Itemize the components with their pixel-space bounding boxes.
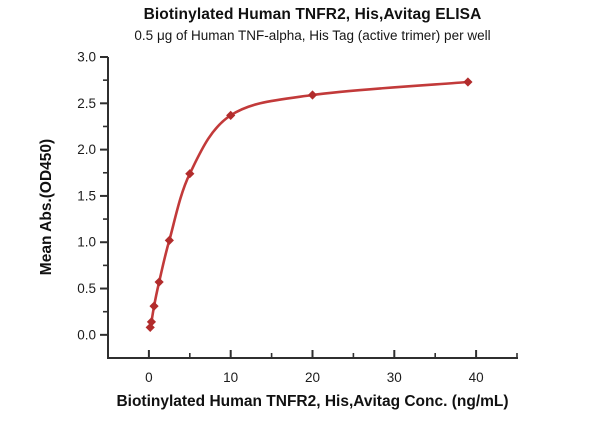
y-tick-label: 0.5 bbox=[77, 281, 96, 296]
data-point bbox=[463, 77, 473, 87]
y-tick-label: 3.0 bbox=[77, 50, 96, 65]
chart-subtitle: 0.5 μg of Human TNF-alpha, His Tag (acti… bbox=[134, 28, 491, 43]
x-axis-title: Biotinylated Human TNFR2, His,Avitag Con… bbox=[116, 393, 509, 410]
x-tick-label: 20 bbox=[305, 370, 320, 385]
y-tick-label: 1.0 bbox=[77, 235, 96, 250]
plot-area: 0 10 20 30 40 0.0 0.5 1.0 1.5 2.0 2.5 3.0 bbox=[77, 50, 518, 385]
x-tick-label: 10 bbox=[223, 370, 238, 385]
data-point bbox=[146, 317, 157, 327]
data-point bbox=[149, 301, 159, 311]
y-tick-label: 1.5 bbox=[77, 188, 96, 203]
y-axis-title: Mean Abs.(OD450) bbox=[38, 138, 55, 276]
y-tick-label: 2.0 bbox=[77, 142, 96, 157]
fit-curve bbox=[148, 80, 470, 329]
x-tick-label: 0 bbox=[145, 370, 153, 385]
data-point bbox=[145, 322, 155, 333]
data-point bbox=[185, 169, 195, 179]
y-tick-label: 2.5 bbox=[77, 96, 96, 111]
chart-title: Biotinylated Human TNFR2, His,Avitag ELI… bbox=[143, 6, 482, 23]
data-point bbox=[164, 235, 174, 245]
data-point bbox=[226, 110, 236, 120]
data-point bbox=[154, 277, 164, 287]
y-tick-label: 0.0 bbox=[77, 327, 96, 342]
x-tick-label: 30 bbox=[387, 370, 402, 385]
data-point bbox=[307, 90, 318, 100]
x-tick-label: 40 bbox=[469, 370, 484, 385]
